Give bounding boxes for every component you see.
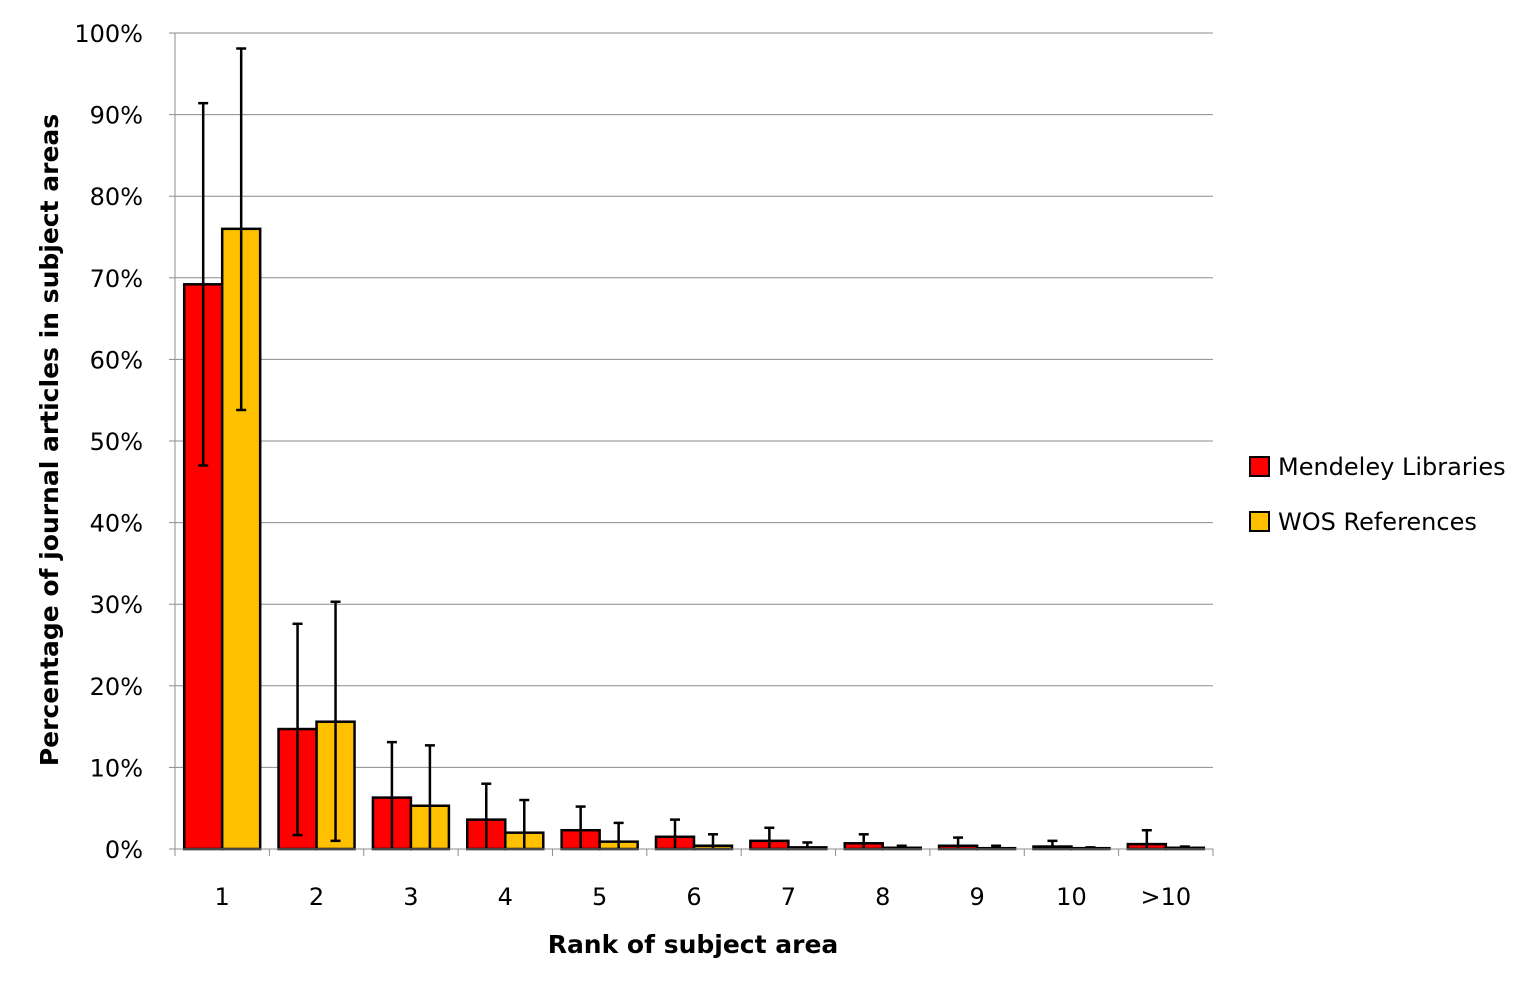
x-tick-label: 10 [1056,883,1087,911]
legend-label-wos: WOS References [1278,508,1477,536]
x-tick-label: 8 [875,883,890,911]
x-tick-label: 2 [309,883,324,911]
gridlines [175,32,1213,768]
y-axis-title: Percentage of journal articles in subjec… [35,114,64,766]
x-tick-label: 3 [403,883,418,911]
y-tick-label: 0% [105,836,143,864]
y-tick-label: 90% [90,102,143,130]
y-tick-label: 100% [74,20,143,48]
y-tick-label: 30% [90,591,143,619]
x-tick-label: 9 [969,883,984,911]
y-tick-label: 60% [90,346,143,374]
bars [182,227,1206,851]
legend-swatch-wos [1249,511,1270,532]
y-tick-label: 70% [90,265,143,293]
y-tick-labels: 0% 10% 20% 30% 40% 50% 60% 70% 80% 90% 100% [74,20,143,864]
y-tick-label: 40% [90,510,143,538]
x-tick-labels: 1 2 3 4 5 6 7 8 9 10 >10 [215,883,1192,911]
error-bars [198,47,1190,849]
x-tick-label: 4 [498,883,513,911]
y-tick-label: 80% [90,183,143,211]
legend: Mendeley Libraries WOS References [1249,453,1506,536]
y-tick-label: 10% [90,754,143,782]
x-axis-title: Rank of subject area [548,930,839,959]
x-tick-label: >10 [1140,883,1191,911]
legend-label-mendeley: Mendeley Libraries [1278,453,1506,481]
axes [169,32,1214,856]
x-tick-label: 6 [686,883,701,911]
y-tick-label: 20% [90,673,143,701]
y-tick-label: 50% [90,428,143,456]
x-tick-label: 1 [215,883,230,911]
x-tick-label: 7 [781,883,796,911]
x-tick-label: 5 [592,883,607,911]
legend-swatch-mendeley [1249,456,1270,477]
